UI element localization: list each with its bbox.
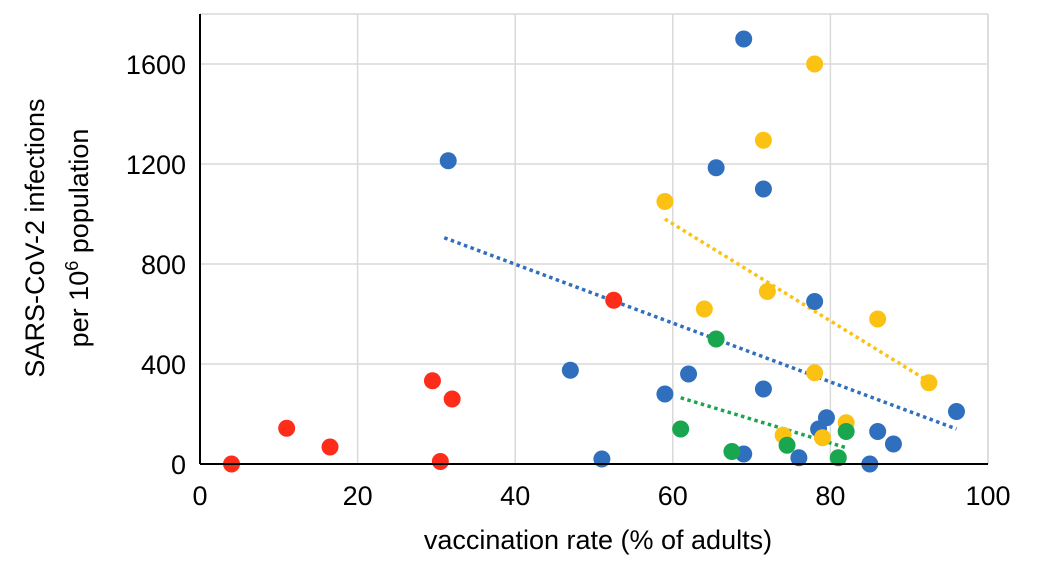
x-tick-label: 60 [658, 481, 688, 511]
x-tick-labels: 0 20 40 60 80 100 [192, 481, 1010, 511]
data-point [817, 409, 835, 427]
y-tick-label: 1200 [126, 150, 186, 180]
trend-line [664, 217, 934, 386]
data-point [735, 30, 753, 48]
y-axis-title-line2-pre: per 10 [64, 271, 94, 348]
y-axis-title-line2-sup: 6 [62, 261, 82, 271]
data-point [884, 435, 902, 453]
data-point [806, 364, 824, 382]
data-point [806, 55, 824, 73]
x-tick-label: 80 [815, 481, 845, 511]
data-point [321, 438, 339, 456]
data-point [656, 193, 674, 210]
data-point [707, 330, 725, 348]
data-point [439, 152, 457, 170]
y-axis-title-line2: per 106 population [62, 129, 94, 348]
grid [200, 13, 989, 464]
data-point [561, 361, 579, 379]
axes [199, 14, 988, 465]
trend-line [680, 396, 847, 450]
trend-lines [443, 217, 958, 450]
x-tick-label: 40 [500, 481, 530, 511]
data-point [754, 380, 772, 398]
y-axis-title-line2-post: population [64, 129, 94, 261]
y-axis-title-line1: SARS-CoV-2 infections [20, 98, 50, 377]
data-point [920, 374, 938, 392]
data-point [680, 365, 698, 383]
y-tick-label: 400 [141, 350, 186, 380]
data-point [758, 283, 776, 300]
data-point [754, 131, 772, 149]
data-points [223, 30, 965, 473]
x-axis-title: vaccination rate (% of adults) [424, 525, 772, 555]
data-point [778, 436, 796, 454]
y-tick-label: 1600 [126, 50, 186, 80]
data-point [605, 291, 623, 309]
x-tick-label: 100 [965, 481, 1010, 511]
data-point [723, 443, 741, 460]
data-point [790, 449, 808, 467]
data-point [431, 453, 449, 470]
x-tick-label: 20 [343, 481, 373, 511]
data-point [806, 293, 824, 310]
data-point [814, 429, 832, 447]
data-point [443, 390, 461, 408]
data-point [869, 310, 887, 328]
data-point [947, 403, 965, 420]
data-point [837, 423, 855, 440]
data-point [707, 159, 725, 177]
y-tick-labels: 0 400 800 1200 1600 [126, 50, 186, 480]
data-point [656, 385, 674, 403]
data-point [695, 300, 713, 318]
y-tick-label: 0 [171, 450, 186, 480]
y-tick-label: 800 [141, 250, 186, 280]
data-point [829, 449, 847, 467]
data-point [672, 420, 690, 438]
x-tick-label: 0 [192, 481, 207, 511]
data-point [278, 419, 296, 437]
data-point [869, 423, 887, 440]
data-point [754, 180, 772, 198]
data-point [423, 372, 441, 390]
trend-line [443, 236, 958, 431]
